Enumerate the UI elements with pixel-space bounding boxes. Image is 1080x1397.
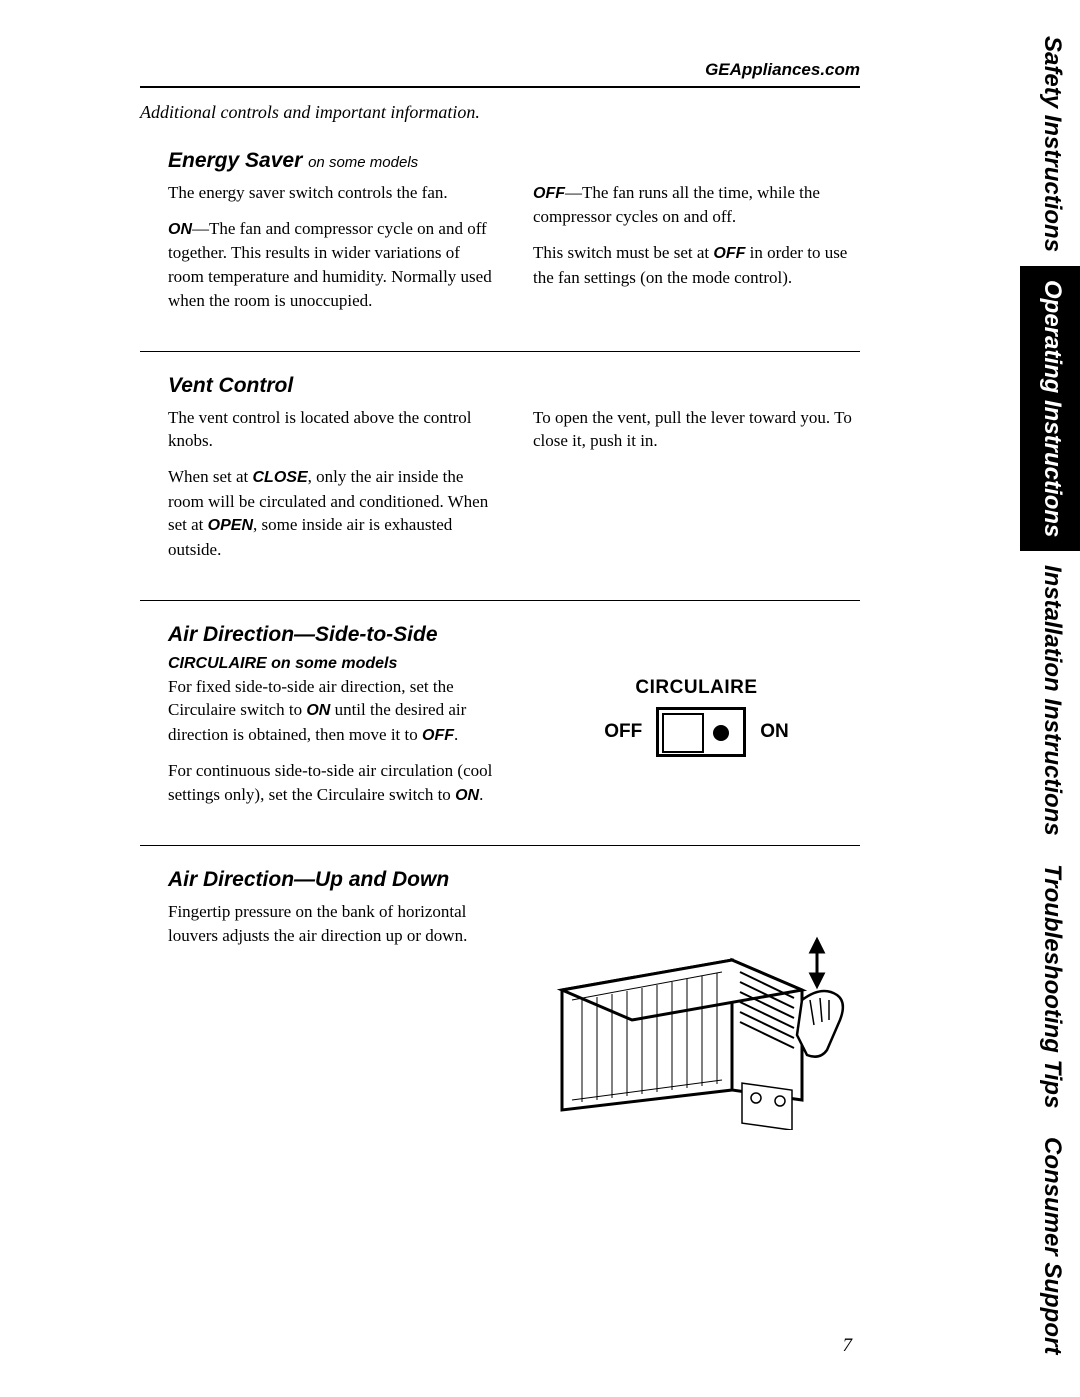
ac-illustration bbox=[533, 900, 860, 1130]
vent-c2-p1: To open the vent, pull the lever toward … bbox=[533, 406, 860, 454]
side-col1: For fixed side-to-side air direction, se… bbox=[168, 675, 495, 820]
energy-c1-p2-body: —The fan and compressor cycle on and off… bbox=[168, 219, 492, 310]
energy-c2-p1-body: —The fan runs all the time, while the co… bbox=[533, 183, 820, 226]
page-content: GEAppliances.com Additional controls and… bbox=[140, 60, 860, 1156]
off-label-3: OFF bbox=[422, 727, 454, 744]
vent-columns: The vent control is located above the co… bbox=[168, 406, 860, 574]
side-col2: CIRCULAIRE OFF ON bbox=[533, 675, 860, 820]
on-label-3: ON bbox=[455, 787, 479, 804]
updown-p1: Fingertip pressure on the bank of horizo… bbox=[168, 900, 495, 948]
s-p2c: . bbox=[479, 785, 483, 804]
side-columns: For fixed side-to-side air direction, se… bbox=[168, 675, 860, 820]
section-vent: Vent Control The vent control is located… bbox=[140, 374, 860, 574]
energy-title: Energy Saver on some models bbox=[168, 149, 860, 173]
switch-slider-icon bbox=[662, 713, 704, 753]
divider-1 bbox=[140, 351, 860, 352]
off-label: OFF bbox=[533, 185, 565, 202]
switch-on-text: ON bbox=[760, 719, 789, 746]
energy-col1: The energy saver switch controls the fan… bbox=[168, 181, 495, 325]
vent-c1-p2: When set at CLOSE, only the air inside t… bbox=[168, 465, 495, 561]
energy-col2: OFF—The fan runs all the time, while the… bbox=[533, 181, 860, 325]
vent-title: Vent Control bbox=[168, 374, 860, 398]
vent-col2: To open the vent, pull the lever toward … bbox=[533, 406, 860, 574]
intro-text: Additional controls and important inform… bbox=[140, 102, 860, 123]
vent-c1-p1: The vent control is located above the co… bbox=[168, 406, 495, 454]
updown-title: Air Direction—Up and Down bbox=[168, 868, 860, 892]
switch-off-text: OFF bbox=[604, 719, 642, 746]
energy-c2-p1: OFF—The fan runs all the time, while the… bbox=[533, 181, 860, 229]
vent-col1: The vent control is located above the co… bbox=[168, 406, 495, 574]
updown-col1: Fingertip pressure on the bank of horizo… bbox=[168, 900, 495, 1130]
tab-troubleshooting[interactable]: Troubleshooting Tips bbox=[1020, 850, 1080, 1122]
side-tabs: Safety Instructions Operating Instructio… bbox=[1020, 22, 1080, 1368]
s-p1e: . bbox=[454, 725, 458, 744]
switch-icon bbox=[656, 707, 746, 757]
tab-operating[interactable]: Operating Instructions bbox=[1020, 266, 1080, 551]
tab-consumer[interactable]: Consumer Support bbox=[1020, 1123, 1080, 1368]
circulaire-switch: OFF ON bbox=[533, 707, 860, 757]
open-label: OPEN bbox=[208, 517, 253, 534]
side-p2: For continuous side-to-side air circulat… bbox=[168, 759, 495, 807]
tab-installation[interactable]: Installation Instructions bbox=[1020, 551, 1080, 850]
divider-top bbox=[140, 86, 860, 88]
section-energy-saver: Energy Saver on some models The energy s… bbox=[140, 149, 860, 325]
v-p2a: When set at bbox=[168, 467, 253, 486]
ac-unit-icon bbox=[542, 900, 852, 1130]
side-p1: For fixed side-to-side air direction, se… bbox=[168, 675, 495, 748]
divider-2 bbox=[140, 600, 860, 601]
side-title: Air Direction—Side-to-Side bbox=[168, 623, 860, 647]
energy-c2-p2: This switch must be set at OFF in order … bbox=[533, 241, 860, 289]
on-label-2: ON bbox=[306, 702, 330, 719]
section-side: Air Direction—Side-to-Side CIRCULAIRE on… bbox=[140, 623, 860, 820]
on-label: ON bbox=[168, 221, 192, 238]
off-label-2: OFF bbox=[713, 245, 745, 262]
tab-safety[interactable]: Safety Instructions bbox=[1020, 22, 1080, 266]
energy-c2-p2a: This switch must be set at bbox=[533, 243, 713, 262]
page-number: 7 bbox=[843, 1335, 853, 1357]
divider-3 bbox=[140, 845, 860, 846]
header-url: GEAppliances.com bbox=[140, 60, 860, 80]
close-label: CLOSE bbox=[253, 469, 308, 486]
s-p2a: For continuous side-to-side air circulat… bbox=[168, 761, 492, 804]
energy-c1-p1: The energy saver switch controls the fan… bbox=[168, 181, 495, 205]
switch-dot-icon bbox=[713, 725, 729, 741]
energy-columns: The energy saver switch controls the fan… bbox=[168, 181, 860, 325]
side-sub: CIRCULAIRE on some models bbox=[168, 655, 860, 673]
circulaire-label: CIRCULAIRE bbox=[533, 675, 860, 702]
energy-c1-p2: ON—The fan and compressor cycle on and o… bbox=[168, 217, 495, 313]
energy-title-text: Energy Saver bbox=[168, 149, 302, 172]
updown-columns: Fingertip pressure on the bank of horizo… bbox=[168, 900, 860, 1130]
energy-title-note: on some models bbox=[308, 154, 418, 171]
section-updown: Air Direction—Up and Down Fingertip pres… bbox=[140, 868, 860, 1130]
